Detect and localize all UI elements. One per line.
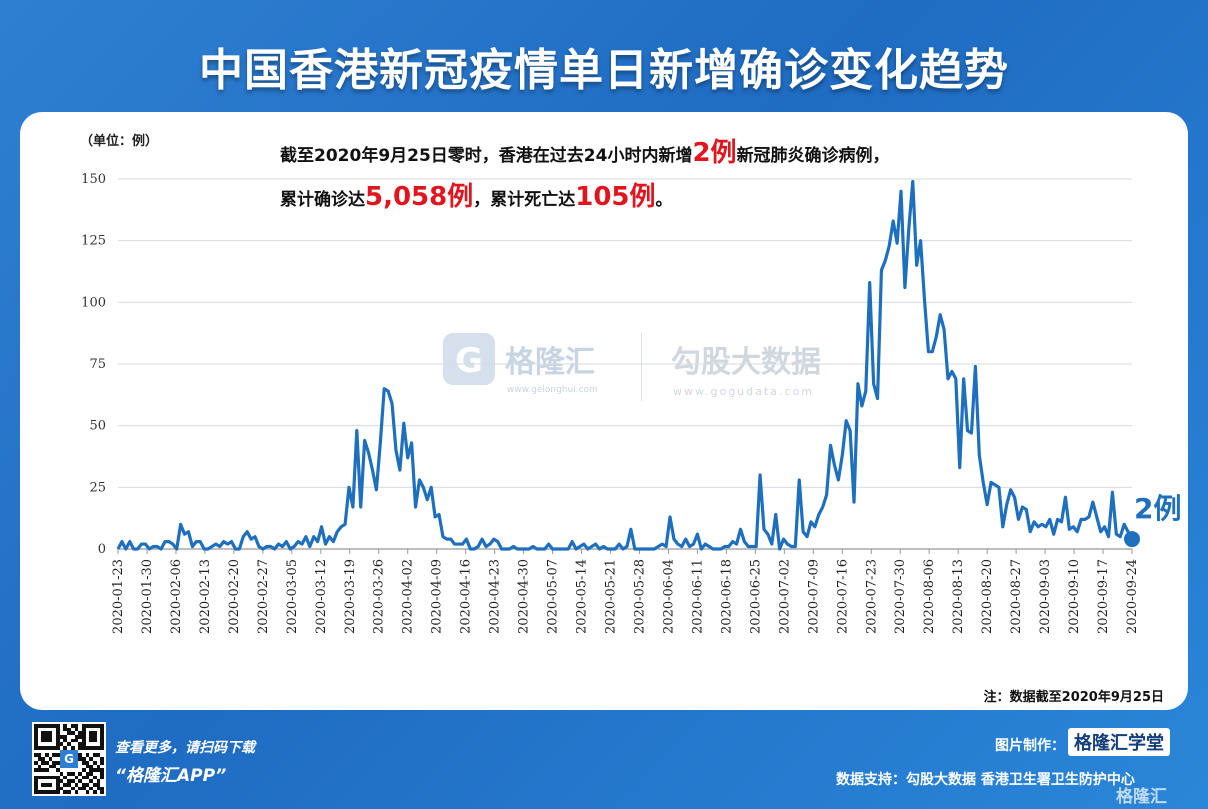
x-tick-label: 2020-05-28 <box>632 559 647 634</box>
total-deaths-highlight: 105例 <box>575 182 656 212</box>
new-cases-highlight: 2例 <box>692 138 737 168</box>
x-tick-label: 2020-05-07 <box>546 559 561 634</box>
x-tick-label: 2020-04-23 <box>488 559 503 634</box>
total-cases-highlight: 5,058例 <box>365 182 474 212</box>
y-tick-label: 0 <box>98 542 106 557</box>
headline-line-2: 累计确诊达5,058例，累计死亡达105例。 <box>280 176 673 213</box>
x-tick-label: 2020-04-30 <box>517 559 532 634</box>
x-tick-label: 2020-03-19 <box>343 559 358 634</box>
x-tick-label: 2020-07-09 <box>806 559 821 634</box>
x-tick-label: 2020-04-02 <box>401 559 416 634</box>
x-axis-ticks: 2020-01-23 2020-01-30 2020-02-06 2020-02-13… <box>111 549 1140 634</box>
x-tick-label: 2020-06-11 <box>690 559 705 634</box>
x-tick-label: 2020-09-03 <box>1038 559 1053 634</box>
watermark-divider <box>641 333 642 401</box>
x-tick-label: 2020-03-12 <box>314 559 329 634</box>
chart-grid <box>118 178 1132 550</box>
headline-text: 。 <box>655 190 673 210</box>
headline-text: 截至2020年9月25日零时，香港在过去24小时内新增 <box>280 146 693 166</box>
qr-code[interactable]: G <box>32 722 106 796</box>
x-tick-label: 2020-08-06 <box>922 559 937 634</box>
footer-scan-text: 查看更多，请扫码下载 <box>115 740 255 756</box>
y-tick-label: 100 <box>81 295 106 310</box>
x-tick-label: 2020-08-13 <box>951 559 966 634</box>
x-tick-label: 2020-05-21 <box>604 559 619 634</box>
credit-label: 图片制作： <box>995 738 1065 754</box>
gelonghui-logo-icon <box>443 333 495 385</box>
x-tick-label: 2020-03-05 <box>285 559 300 634</box>
x-tick-label: 2020-07-23 <box>864 559 879 634</box>
y-unit-label: （单位：例） <box>80 134 159 149</box>
headline-text: 新冠肺炎确诊病例， <box>736 146 890 166</box>
x-tick-label: 2020-02-27 <box>256 559 271 634</box>
x-tick-label: 2020-01-23 <box>111 559 126 634</box>
data-note: 注：数据截至2020年9月25日 <box>983 690 1164 705</box>
credit-logo: 格隆汇学堂 <box>1068 728 1170 756</box>
x-tick-label: 2020-09-10 <box>1067 559 1082 634</box>
watermark-url-2: www.gogudata.com <box>673 385 814 398</box>
x-tick-label: 2020-04-09 <box>430 559 445 634</box>
last-point-label: 2例 <box>1134 492 1181 525</box>
x-tick-label: 2020-02-13 <box>198 559 213 634</box>
series-line <box>116 179 1134 551</box>
x-tick-label: 2020-06-25 <box>748 559 763 634</box>
x-tick-label: 2020-07-30 <box>893 559 908 634</box>
footer-app-name: “格隆汇APP” <box>115 766 227 786</box>
y-tick-label: 50 <box>89 419 106 434</box>
headline-line-1: 截至2020年9月25日零时，香港在过去24小时内新增2例新冠肺炎确诊病例， <box>280 132 890 169</box>
x-tick-label: 2020-08-20 <box>980 559 995 634</box>
x-tick-label: 2020-06-18 <box>719 559 734 634</box>
x-tick-label: 2020-09-17 <box>1096 559 1111 634</box>
headline-text: 累计确诊达 <box>280 190 365 210</box>
x-tick-label: 2020-02-06 <box>169 559 184 634</box>
watermark-g: G <box>455 341 483 381</box>
headline-text: ，累计死亡达 <box>473 190 576 210</box>
data-support: 数据支持：勾股大数据 香港卫生署卫生防护中心 <box>836 772 1135 788</box>
y-tick-label: 150 <box>81 172 106 187</box>
x-tick-label: 2020-04-16 <box>459 559 474 634</box>
x-tick-label: 2020-07-02 <box>777 559 792 634</box>
x-tick-label: 2020-07-16 <box>835 559 850 634</box>
watermark-brand-1: 格隆汇 <box>505 345 595 380</box>
qr-logo: G <box>60 750 78 768</box>
last-data-point <box>1124 531 1140 548</box>
watermark-url-1: www.gelonghui.com <box>507 385 598 395</box>
x-tick-label: 2020-09-24 <box>1125 559 1140 634</box>
x-tick-label: 2020-08-27 <box>1009 559 1024 634</box>
corner-watermark: 格隆汇 <box>1116 787 1167 807</box>
x-tick-label: 2020-03-26 <box>372 559 387 634</box>
x-tick-label: 2020-05-14 <box>575 559 590 634</box>
watermark-brand-2: 勾股大数据 <box>671 345 821 380</box>
y-tick-label: 125 <box>81 234 106 249</box>
chart-card <box>20 112 1188 710</box>
y-tick-label: 75 <box>89 357 106 372</box>
x-tick-label: 2020-01-30 <box>140 559 155 634</box>
y-tick-label: 25 <box>89 480 106 495</box>
page-title: 中国香港新冠疫情单日新增确诊变化趋势 <box>199 45 1009 96</box>
x-tick-label: 2020-02-20 <box>227 559 242 634</box>
x-tick-label: 2020-06-04 <box>661 559 676 634</box>
y-axis-ticks: 0 25 50 75 100 125 150 <box>81 172 106 557</box>
